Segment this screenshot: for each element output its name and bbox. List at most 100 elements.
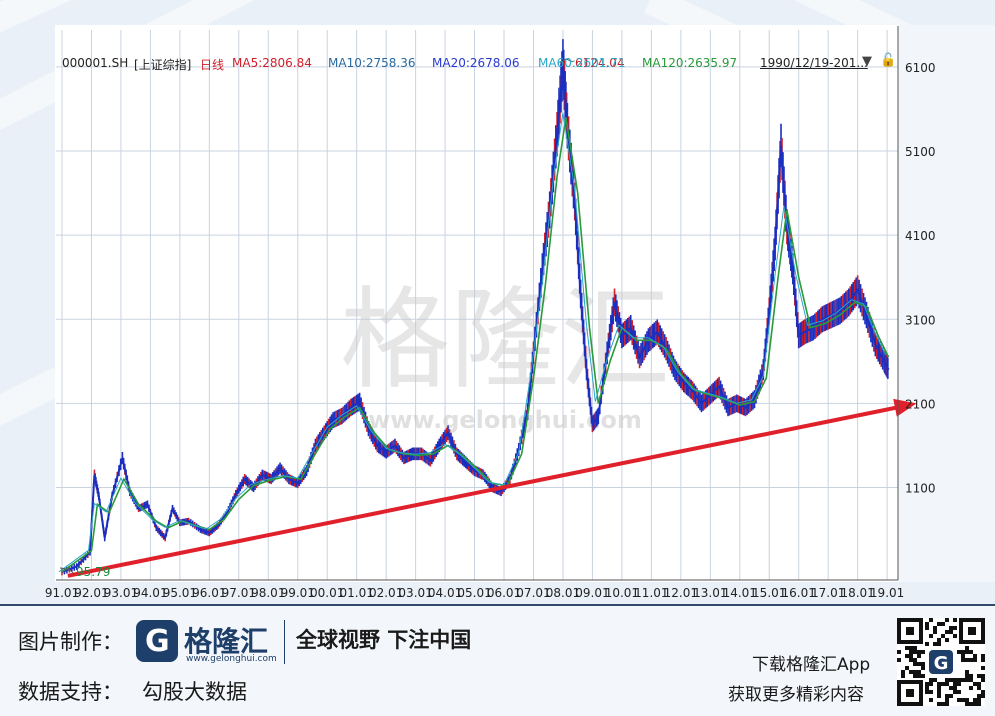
qr-cell [917,670,921,674]
x-tick-label: 07.01 [516,586,550,600]
qr-code-icon[interactable]: G [897,618,985,706]
qr-cell [917,674,921,678]
index-name-label: [上证综指] [134,58,192,72]
x-tick-label: 18.01 [840,586,874,600]
qr-cell [965,698,969,702]
qr-cell [909,670,913,674]
x-tick-label: 96.01 [192,586,226,600]
period-label[interactable]: 日线 [200,58,225,72]
qr-cell [929,678,933,682]
ma60-line [58,112,887,573]
y-tick-label: 5100 [905,145,936,159]
qr-cell [949,678,953,682]
qr-cell [945,698,949,702]
x-tick-label: 11.01 [634,586,668,600]
qr-cell [909,650,913,654]
x-tick-label: 16.01 [782,586,816,600]
qr-cell [953,690,957,694]
low-label: 95.79 [76,565,110,579]
x-tick-label: 03.01 [398,586,432,600]
qr-cell [973,698,977,702]
qr-cell [909,646,913,650]
qr-cell [981,666,985,670]
qr-cell [909,658,913,662]
logo-text: 格隆汇 [184,625,269,658]
date-range-selector[interactable]: 1990/12/19-201... [760,56,868,70]
dropdown-triangle-icon[interactable]: ▼ [862,54,872,69]
qr-cell [937,638,941,642]
qr-cell [957,678,961,682]
qr-cell [929,634,933,638]
x-tick-label: 99.01 [281,586,315,600]
x-tick-label: 93.01 [104,586,138,600]
qr-cell [921,666,925,670]
qr-cell [925,682,929,686]
lock-icon[interactable]: 🔓 [880,53,897,68]
x-tick-label: 91.01 [45,586,79,600]
price-line [61,64,890,573]
qr-cell [945,638,949,642]
qr-cell [917,654,921,658]
x-tick-label: 00.01 [310,586,344,600]
x-tick-label: 94.01 [133,586,167,600]
qr-cell [937,682,941,686]
x-tick-label: 09.01 [575,586,609,600]
qr-cell [897,650,901,654]
qr-cell [929,682,933,686]
qr-cell [905,666,909,670]
chart-series [58,39,890,576]
qr-cell [937,642,941,646]
qr-cell [969,678,973,682]
qr-cell [901,670,905,674]
symbol-label: 000001.SH [62,56,129,70]
qr-cell [933,678,937,682]
qr-cell [941,682,945,686]
chart-grid [56,30,898,580]
gelonghui-logo-icon: G [136,620,178,662]
x-tick-label: 92.01 [74,586,108,600]
x-tick-label: 15.01 [752,586,786,600]
qr-cell [929,618,933,622]
qr-cell [969,702,973,706]
qr-cell [977,686,981,690]
qr-cell [937,686,941,690]
more-content-text: 获取更多精彩内容 [728,685,864,705]
peak-label: 6124.04 [575,56,625,70]
x-tick-label: 17.01 [811,586,845,600]
qr-cell [945,702,949,706]
qr-cell [981,658,985,662]
qr-cell [965,674,969,678]
trend-layer [67,398,917,578]
qr-cell [957,682,961,686]
qr-cell [913,646,917,650]
qr-cell [945,682,949,686]
qr-cell [977,702,981,706]
x-tick-label: 14.01 [723,586,757,600]
qr-cell [937,622,941,626]
x-tick-label: 01.01 [340,586,374,600]
qr-cell [965,650,969,654]
qr-cell [973,658,977,662]
qr-cell [953,626,957,630]
qr-cell [937,694,941,698]
trend-arrow-line [67,404,903,578]
chart-panel [55,25,898,582]
qr-cell [925,686,929,690]
qr-cell [949,694,953,698]
qr-cell [929,690,933,694]
made-by-label: 图片制作： [18,630,123,654]
qr-cell [977,694,981,698]
qr-cell [961,658,965,662]
qr-cell [917,662,921,666]
qr-cell [901,674,905,678]
qr-cell [929,698,933,702]
qr-cell [949,630,953,634]
qr-cell [905,646,909,650]
qr-cell [953,682,957,686]
qr-cell [937,690,941,694]
qr-cell [965,646,969,650]
qr-cell [961,698,965,702]
footer-divider [284,620,285,664]
chart-axes: 11002100310041005100610091.0192.0193.019… [45,26,936,600]
